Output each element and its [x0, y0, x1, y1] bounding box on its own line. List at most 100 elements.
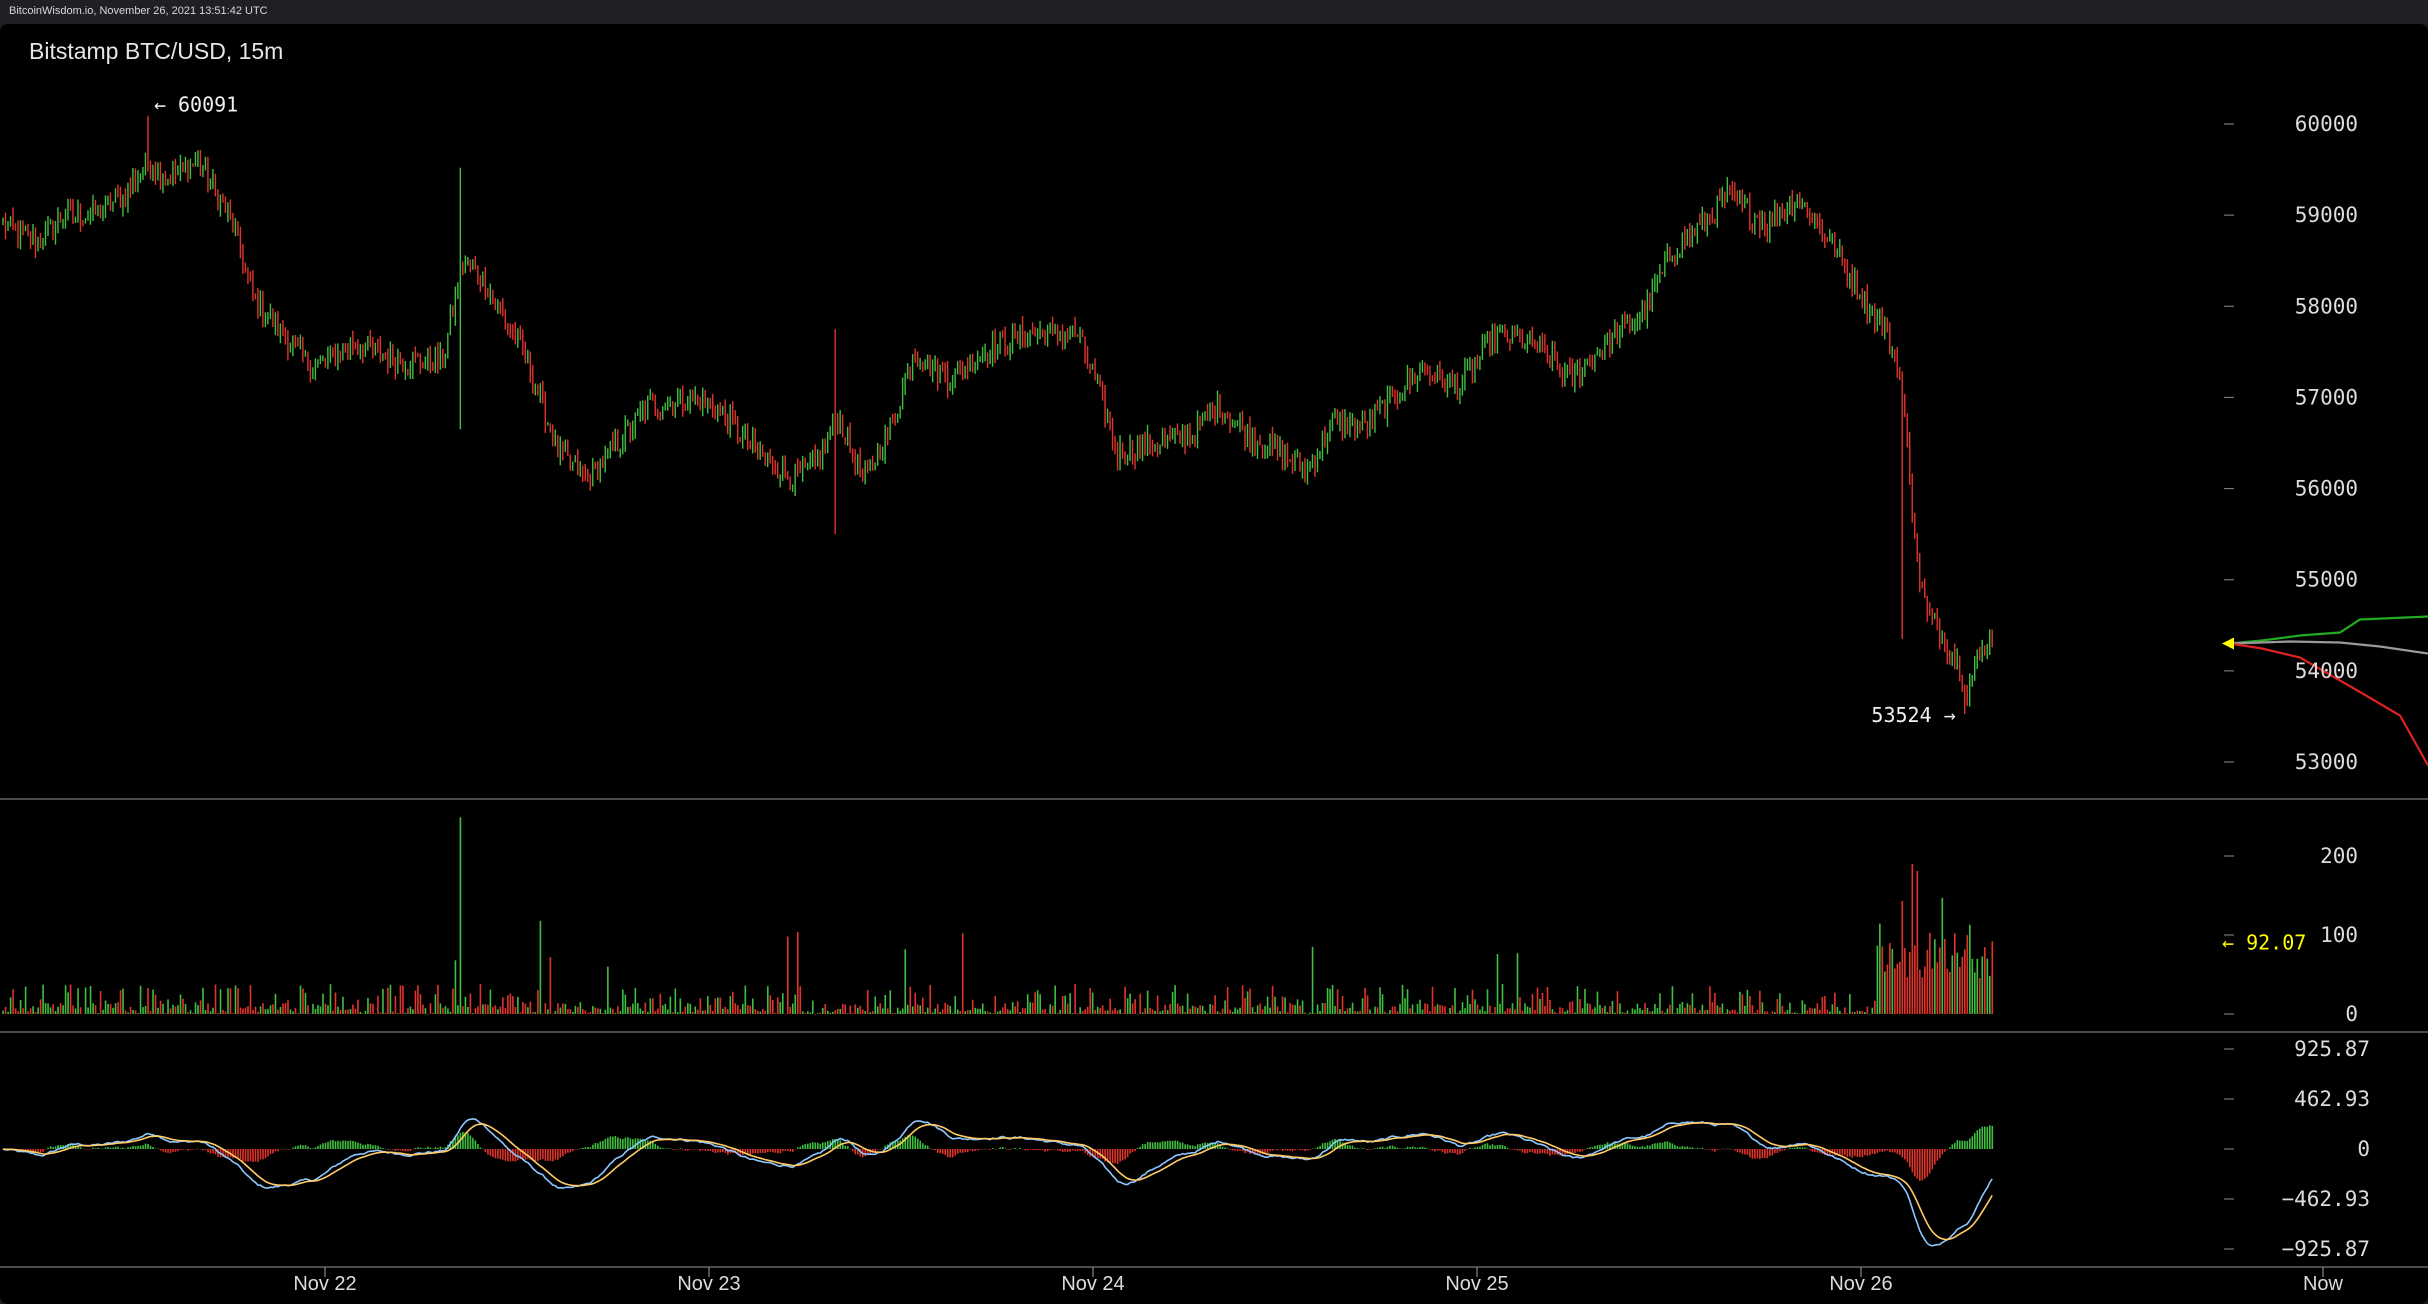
macd-histogram-bar [1544, 1149, 1546, 1154]
price-axis-label: 58000 [2295, 294, 2358, 318]
volume-bar [1599, 1004, 1601, 1014]
macd-histogram-bar [956, 1149, 959, 1154]
volume-bar [667, 1009, 669, 1014]
volume-bar [884, 995, 887, 1014]
macd-histogram-bar [1661, 1142, 1664, 1149]
macd-histogram-bar [1359, 1148, 1361, 1150]
macd-histogram-bar [1949, 1147, 1951, 1149]
macd-histogram-bar [1739, 1149, 1741, 1153]
macd-histogram-bar [454, 1136, 457, 1149]
macd-histogram-bar [149, 1145, 152, 1149]
macd-histogram-bar [599, 1141, 602, 1149]
macd-histogram-bar [1176, 1140, 1179, 1149]
volume-bar [1229, 1009, 1231, 1014]
volume-bar [539, 920, 542, 1014]
volume-bar [1164, 1004, 1166, 1014]
macd-histogram-bar [1174, 1140, 1176, 1149]
macd-histogram-bar [24, 1149, 27, 1151]
macd-histogram-bar [1514, 1149, 1516, 1150]
macd-histogram-bar [1501, 1144, 1504, 1149]
macd-histogram-bar [1406, 1146, 1409, 1149]
volume-bar [344, 1009, 347, 1014]
macd-histogram-bar [1786, 1149, 1789, 1150]
macd-histogram-bar [809, 1142, 812, 1149]
volume-bar [47, 1003, 49, 1014]
macd-histogram-bar [139, 1145, 142, 1149]
volume-bar [1069, 993, 1071, 1014]
volume-bar [702, 1010, 704, 1014]
macd-histogram-bar [312, 1148, 314, 1149]
macd-axis-label: 0 [2357, 1137, 2370, 1161]
macd-histogram-bar [167, 1149, 169, 1153]
macd-histogram-bar [1954, 1142, 1956, 1149]
macd-histogram-bar [1316, 1147, 1319, 1149]
volume-bar [307, 1005, 309, 1014]
macd-histogram-bar [284, 1148, 287, 1150]
macd-histogram-bar [264, 1149, 267, 1159]
macd-histogram-bar [132, 1145, 134, 1149]
macd-histogram-bar [1289, 1149, 1291, 1151]
macd-histogram-bar [1629, 1144, 1631, 1149]
macd-histogram-bar [199, 1149, 202, 1150]
macd-histogram-bar [1281, 1149, 1284, 1152]
volume-bar [1861, 1010, 1864, 1014]
macd-histogram-bar [1494, 1145, 1496, 1149]
volume-bar [624, 994, 627, 1014]
macd-histogram-bar [1236, 1149, 1239, 1151]
macd-histogram-bar [1704, 1149, 1706, 1150]
volume-bar [602, 1013, 604, 1014]
price-axis-label: 57000 [2295, 385, 2358, 409]
volume-bar [277, 1009, 279, 1014]
macd-histogram-bar [1154, 1142, 1156, 1149]
macd-histogram-bar [831, 1138, 834, 1149]
volume-bar [379, 1012, 382, 1014]
volume-bar [249, 985, 252, 1014]
macd-histogram-bar [1274, 1149, 1276, 1150]
macd-histogram-bar [949, 1149, 952, 1158]
macd-histogram-bar [774, 1149, 777, 1153]
macd-histogram-bar [1456, 1149, 1459, 1155]
macd-histogram-bar [1714, 1149, 1716, 1152]
macd-histogram-bar [1749, 1149, 1751, 1158]
volume-bar [557, 1003, 559, 1014]
volume-bar [1531, 994, 1534, 1014]
macd-histogram-bar [1764, 1149, 1766, 1159]
volume-bar [1131, 1003, 1134, 1014]
macd-histogram-bar [979, 1149, 982, 1150]
macd-histogram-bar [1349, 1145, 1351, 1149]
macd-histogram-bar [519, 1149, 522, 1160]
macd-histogram-bar [182, 1149, 184, 1150]
volume-bar [404, 1012, 407, 1014]
macd-histogram-bar [1734, 1149, 1736, 1151]
macd-histogram-bar [237, 1149, 239, 1158]
volume-bar [919, 1005, 922, 1014]
macd-histogram-bar [1401, 1148, 1404, 1150]
volume-bar [177, 1005, 179, 1014]
volume-bar [1234, 1007, 1236, 1014]
volume-bar [1781, 1005, 1784, 1014]
volume-bar [1344, 1011, 1346, 1014]
macd-histogram-bar [107, 1146, 109, 1149]
macd-histogram-bar [492, 1149, 494, 1157]
macd-histogram-bar [1929, 1149, 1931, 1174]
volume-bar [1501, 984, 1504, 1014]
macd-histogram-bar [427, 1146, 429, 1149]
macd-histogram-bar [412, 1149, 414, 1150]
volume-bar [564, 1003, 567, 1014]
macd-histogram-bar [207, 1149, 209, 1153]
volume-bar [92, 1003, 94, 1014]
macd-histogram-bar [712, 1149, 714, 1152]
macd-histogram-bar [404, 1149, 407, 1152]
volume-bar [1589, 1004, 1591, 1014]
volume-bar [1139, 993, 1141, 1014]
macd-histogram-bar [1549, 1149, 1551, 1156]
volume-bar [1876, 945, 1879, 1014]
macd-histogram-bar [1989, 1125, 1991, 1149]
volume-bar [499, 1006, 502, 1014]
macd-histogram-bar [564, 1149, 567, 1155]
macd-histogram-bar [597, 1143, 599, 1149]
volume-bar [1881, 946, 1884, 1014]
macd-histogram-bar [836, 1140, 839, 1149]
volume-bar [442, 1007, 444, 1014]
macd-histogram-bar [1164, 1141, 1166, 1149]
